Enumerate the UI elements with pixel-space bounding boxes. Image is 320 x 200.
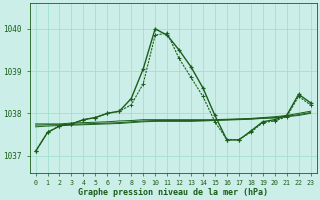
X-axis label: Graphe pression niveau de la mer (hPa): Graphe pression niveau de la mer (hPa) <box>78 188 268 197</box>
